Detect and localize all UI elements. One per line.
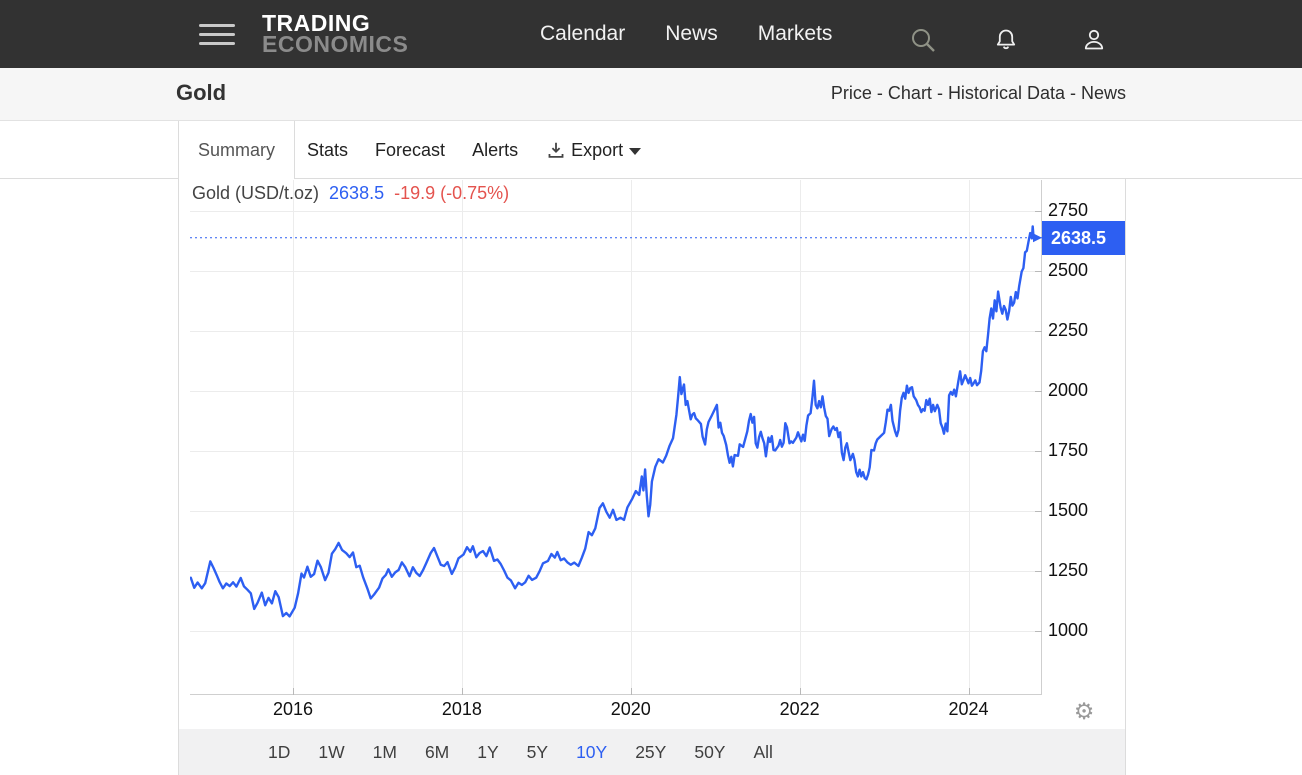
- link-separator: -: [871, 83, 888, 103]
- account-person-icon[interactable]: [1081, 27, 1107, 53]
- current-price-value: 2638.5: [329, 183, 385, 203]
- link-chart[interactable]: Chart: [887, 83, 932, 103]
- y-axis-label: 1500: [1048, 499, 1089, 520]
- x-axis-label: 2024: [948, 699, 989, 719]
- tab-summary[interactable]: Summary: [178, 121, 295, 179]
- tab-alerts[interactable]: Alerts: [472, 139, 519, 160]
- link-price[interactable]: Price: [830, 83, 872, 103]
- price-line-chart[interactable]: [190, 180, 1042, 695]
- card-left-border: [178, 121, 179, 775]
- link-separator: -: [1064, 83, 1081, 103]
- nav-link-news[interactable]: News: [665, 22, 718, 45]
- current-price-badge: 2638.5: [1042, 220, 1125, 255]
- y-axis-label: 2500: [1048, 260, 1089, 280]
- range-all[interactable]: All: [753, 741, 773, 762]
- x-axis-label: 2022: [779, 699, 820, 719]
- card-right-border: [1125, 179, 1126, 775]
- export-label: Export: [571, 139, 624, 160]
- y-axis-label: 2750: [1048, 200, 1089, 220]
- logo-line2: ECONOMICS: [262, 31, 409, 57]
- tab-stats[interactable]: Stats: [307, 139, 349, 160]
- nav-link-markets[interactable]: Markets: [757, 22, 833, 45]
- link-news[interactable]: News: [1080, 83, 1126, 103]
- instrument-nav-links: Price - Chart - Historical Data - News: [831, 83, 1126, 104]
- download-icon: [548, 142, 564, 158]
- range-1d[interactable]: 1D: [268, 741, 291, 762]
- y-axis-label: 1250: [1048, 559, 1089, 580]
- search-icon[interactable]: [910, 27, 936, 53]
- y-axis-labels: 1000 1250 1500 1750 2000 2250 2500 2750: [1048, 180, 1125, 695]
- notifications-bell-icon[interactable]: [993, 27, 1019, 53]
- price-change-value: -19.9 (-0.75%): [394, 183, 510, 203]
- y-axis-label: 1750: [1048, 439, 1089, 460]
- top-nav-links: Calendar News Markets: [540, 0, 832, 68]
- brand-logo[interactable]: TRADING ECONOMICS: [262, 10, 409, 57]
- y-axis-label: 1000: [1048, 619, 1089, 640]
- chevron-down-icon: [629, 147, 642, 155]
- hamburger-menu-icon[interactable]: [199, 24, 235, 45]
- x-axis-label: 2016: [272, 699, 314, 719]
- instrument-label: Gold (USD/t.oz): [192, 183, 320, 203]
- range-25y[interactable]: 25Y: [635, 741, 667, 762]
- chart-settings-gear-icon[interactable]: ⚙: [1073, 699, 1095, 725]
- instrument-header-bar: Gold Price - Chart - Historical Data - N…: [0, 68, 1302, 121]
- link-separator: -: [931, 83, 948, 103]
- page-title: Gold: [176, 80, 227, 105]
- top-navigation-bar: TRADING ECONOMICS Calendar News Markets: [0, 0, 1302, 68]
- y-axis-label: 2000: [1048, 380, 1089, 400]
- range-6m[interactable]: 6M: [424, 741, 450, 762]
- range-1m[interactable]: 1M: [372, 741, 397, 762]
- x-axis-labels: 2016 2018 2020 2022 2024: [190, 699, 1042, 725]
- chart-header: Gold (USD/t.oz) 2638.5 -19.9 (-0.75%): [192, 183, 509, 204]
- logo-line1: TRADING: [262, 10, 371, 36]
- export-button[interactable]: Export: [547, 139, 642, 161]
- nav-link-calendar[interactable]: Calendar: [540, 22, 626, 45]
- range-50y[interactable]: 50Y: [694, 741, 726, 762]
- x-axis-label: 2018: [441, 699, 482, 719]
- range-1w[interactable]: 1W: [318, 741, 345, 762]
- tab-forecast[interactable]: Forecast: [375, 139, 446, 160]
- x-axis-label: 2020: [610, 699, 651, 719]
- range-10y[interactable]: 10Y: [576, 741, 608, 762]
- tab-list: Stats Forecast Alerts Export: [307, 121, 642, 179]
- range-1y[interactable]: 1Y: [477, 741, 499, 762]
- range-selector: 1D 1W 1M 6M 1Y 5Y 10Y 25Y 50Y All: [179, 729, 1125, 775]
- y-axis-label: 2250: [1048, 320, 1089, 340]
- range-5y[interactable]: 5Y: [526, 741, 549, 762]
- link-historical-data[interactable]: Historical Data: [947, 83, 1065, 103]
